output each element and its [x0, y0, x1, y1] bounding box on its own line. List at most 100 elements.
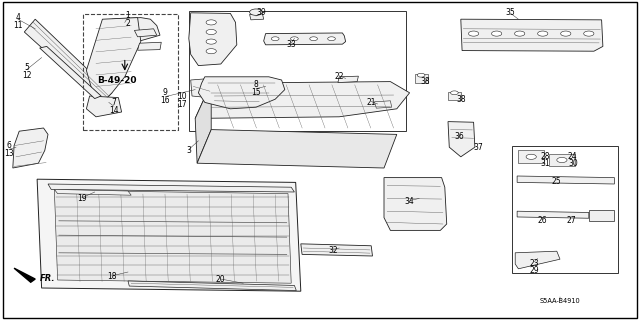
Text: 37: 37: [474, 143, 484, 152]
Text: 23: 23: [529, 259, 540, 268]
Circle shape: [271, 37, 279, 41]
Text: 33: 33: [286, 40, 296, 49]
Text: 11: 11: [13, 21, 22, 30]
Text: 27: 27: [566, 216, 576, 225]
Text: 38: 38: [456, 95, 466, 104]
Text: 12: 12: [22, 71, 31, 80]
Circle shape: [250, 9, 262, 15]
Polygon shape: [448, 122, 475, 157]
Circle shape: [206, 49, 216, 54]
Text: 15: 15: [251, 88, 261, 97]
Text: 8: 8: [253, 80, 259, 89]
Text: 24: 24: [568, 152, 578, 161]
Polygon shape: [374, 101, 392, 108]
Text: 16: 16: [160, 96, 170, 105]
Circle shape: [561, 31, 571, 36]
Polygon shape: [189, 13, 237, 66]
Polygon shape: [301, 244, 372, 256]
Text: 28: 28: [541, 152, 550, 161]
Text: 7: 7: [111, 98, 116, 107]
Circle shape: [206, 39, 216, 44]
Polygon shape: [517, 211, 589, 218]
Text: 26: 26: [538, 216, 548, 225]
Text: 35: 35: [506, 8, 516, 17]
Polygon shape: [54, 189, 131, 195]
Circle shape: [291, 37, 298, 41]
Bar: [512, 146, 618, 273]
Circle shape: [417, 73, 425, 77]
Circle shape: [584, 31, 594, 36]
Circle shape: [328, 37, 335, 41]
Circle shape: [538, 31, 548, 36]
Circle shape: [557, 157, 567, 163]
Polygon shape: [191, 78, 214, 98]
Text: 13: 13: [4, 149, 14, 158]
Polygon shape: [37, 179, 301, 291]
Text: 18: 18: [108, 272, 116, 281]
Text: 38: 38: [420, 77, 431, 86]
Text: FR.: FR.: [40, 274, 55, 283]
Text: 30: 30: [568, 159, 578, 168]
Text: 10: 10: [177, 92, 188, 100]
Text: 14: 14: [109, 106, 119, 115]
Polygon shape: [515, 251, 560, 269]
Polygon shape: [40, 46, 101, 99]
Text: 17: 17: [177, 100, 188, 108]
Bar: [415, 74, 428, 83]
Circle shape: [468, 31, 479, 36]
Text: 39: 39: [256, 8, 266, 17]
Polygon shape: [128, 281, 296, 291]
Text: 20: 20: [216, 276, 226, 284]
Text: 4: 4: [15, 13, 20, 22]
Text: 3: 3: [186, 146, 191, 155]
Polygon shape: [24, 19, 112, 102]
Polygon shape: [589, 210, 614, 221]
Polygon shape: [134, 29, 157, 37]
Text: 21: 21: [367, 98, 376, 107]
Polygon shape: [86, 18, 141, 99]
Circle shape: [206, 20, 216, 25]
Polygon shape: [338, 76, 358, 83]
Text: 2: 2: [125, 19, 131, 28]
Text: 29: 29: [529, 266, 540, 275]
Bar: [549, 154, 575, 166]
Circle shape: [206, 29, 216, 35]
Bar: [448, 92, 461, 100]
Text: 6: 6: [6, 141, 12, 150]
Circle shape: [526, 154, 536, 159]
Text: 34: 34: [404, 197, 415, 206]
Text: 5: 5: [24, 63, 29, 72]
Text: 19: 19: [77, 194, 87, 203]
Text: 9: 9: [163, 88, 168, 97]
Text: S5AA-B4910: S5AA-B4910: [540, 299, 580, 304]
Bar: [518, 150, 544, 163]
Polygon shape: [517, 176, 614, 184]
Polygon shape: [384, 178, 447, 230]
Polygon shape: [138, 42, 161, 50]
Text: 25: 25: [552, 177, 562, 186]
Text: 31: 31: [540, 159, 550, 168]
Polygon shape: [197, 130, 397, 168]
Text: 32: 32: [328, 246, 338, 255]
Polygon shape: [13, 128, 48, 168]
Polygon shape: [461, 19, 603, 51]
Polygon shape: [86, 96, 122, 117]
Bar: [189, 11, 406, 131]
Text: 1: 1: [125, 11, 131, 20]
Circle shape: [451, 91, 458, 95]
Polygon shape: [48, 184, 294, 192]
Polygon shape: [195, 83, 211, 163]
Polygon shape: [14, 268, 35, 282]
Text: 36: 36: [454, 132, 465, 141]
Polygon shape: [54, 190, 291, 283]
Circle shape: [492, 31, 502, 36]
Circle shape: [515, 31, 525, 36]
Circle shape: [310, 37, 317, 41]
Text: B-49-20: B-49-20: [97, 76, 137, 84]
Bar: [83, 14, 178, 130]
Polygon shape: [112, 18, 160, 42]
Polygon shape: [264, 33, 346, 45]
Polygon shape: [198, 77, 285, 109]
Polygon shape: [250, 13, 264, 20]
Polygon shape: [195, 82, 410, 118]
